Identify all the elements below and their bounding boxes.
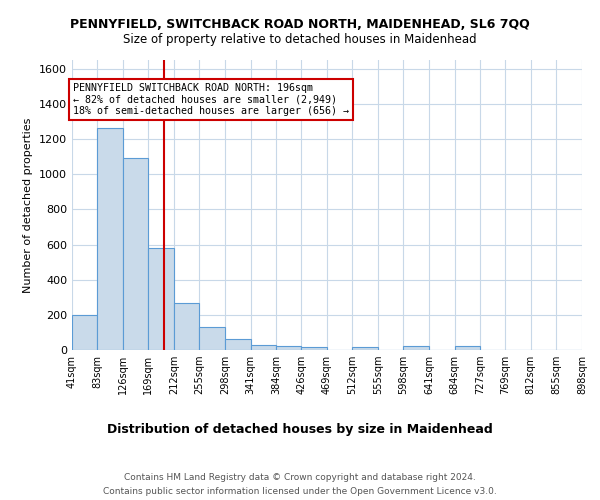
Bar bbox=[174, 302, 199, 350]
Bar bbox=[148, 248, 174, 350]
Bar bbox=[97, 128, 122, 350]
Text: Distribution of detached houses by size in Maidenhead: Distribution of detached houses by size … bbox=[107, 422, 493, 436]
Bar bbox=[352, 348, 378, 350]
Text: Contains public sector information licensed under the Open Government Licence v3: Contains public sector information licen… bbox=[103, 488, 497, 496]
Bar bbox=[455, 346, 480, 350]
Y-axis label: Number of detached properties: Number of detached properties bbox=[23, 118, 34, 292]
Bar bbox=[122, 158, 148, 350]
Bar bbox=[199, 327, 225, 350]
Text: Contains HM Land Registry data © Crown copyright and database right 2024.: Contains HM Land Registry data © Crown c… bbox=[124, 472, 476, 482]
Bar bbox=[225, 338, 251, 350]
Bar bbox=[251, 344, 276, 350]
Bar bbox=[72, 315, 97, 350]
Bar bbox=[276, 346, 301, 350]
Bar bbox=[301, 348, 327, 350]
Text: PENNYFIELD, SWITCHBACK ROAD NORTH, MAIDENHEAD, SL6 7QQ: PENNYFIELD, SWITCHBACK ROAD NORTH, MAIDE… bbox=[70, 18, 530, 30]
Text: PENNYFIELD SWITCHBACK ROAD NORTH: 196sqm
← 82% of detached houses are smaller (2: PENNYFIELD SWITCHBACK ROAD NORTH: 196sqm… bbox=[73, 83, 349, 116]
Text: Size of property relative to detached houses in Maidenhead: Size of property relative to detached ho… bbox=[123, 32, 477, 46]
Bar bbox=[403, 346, 429, 350]
